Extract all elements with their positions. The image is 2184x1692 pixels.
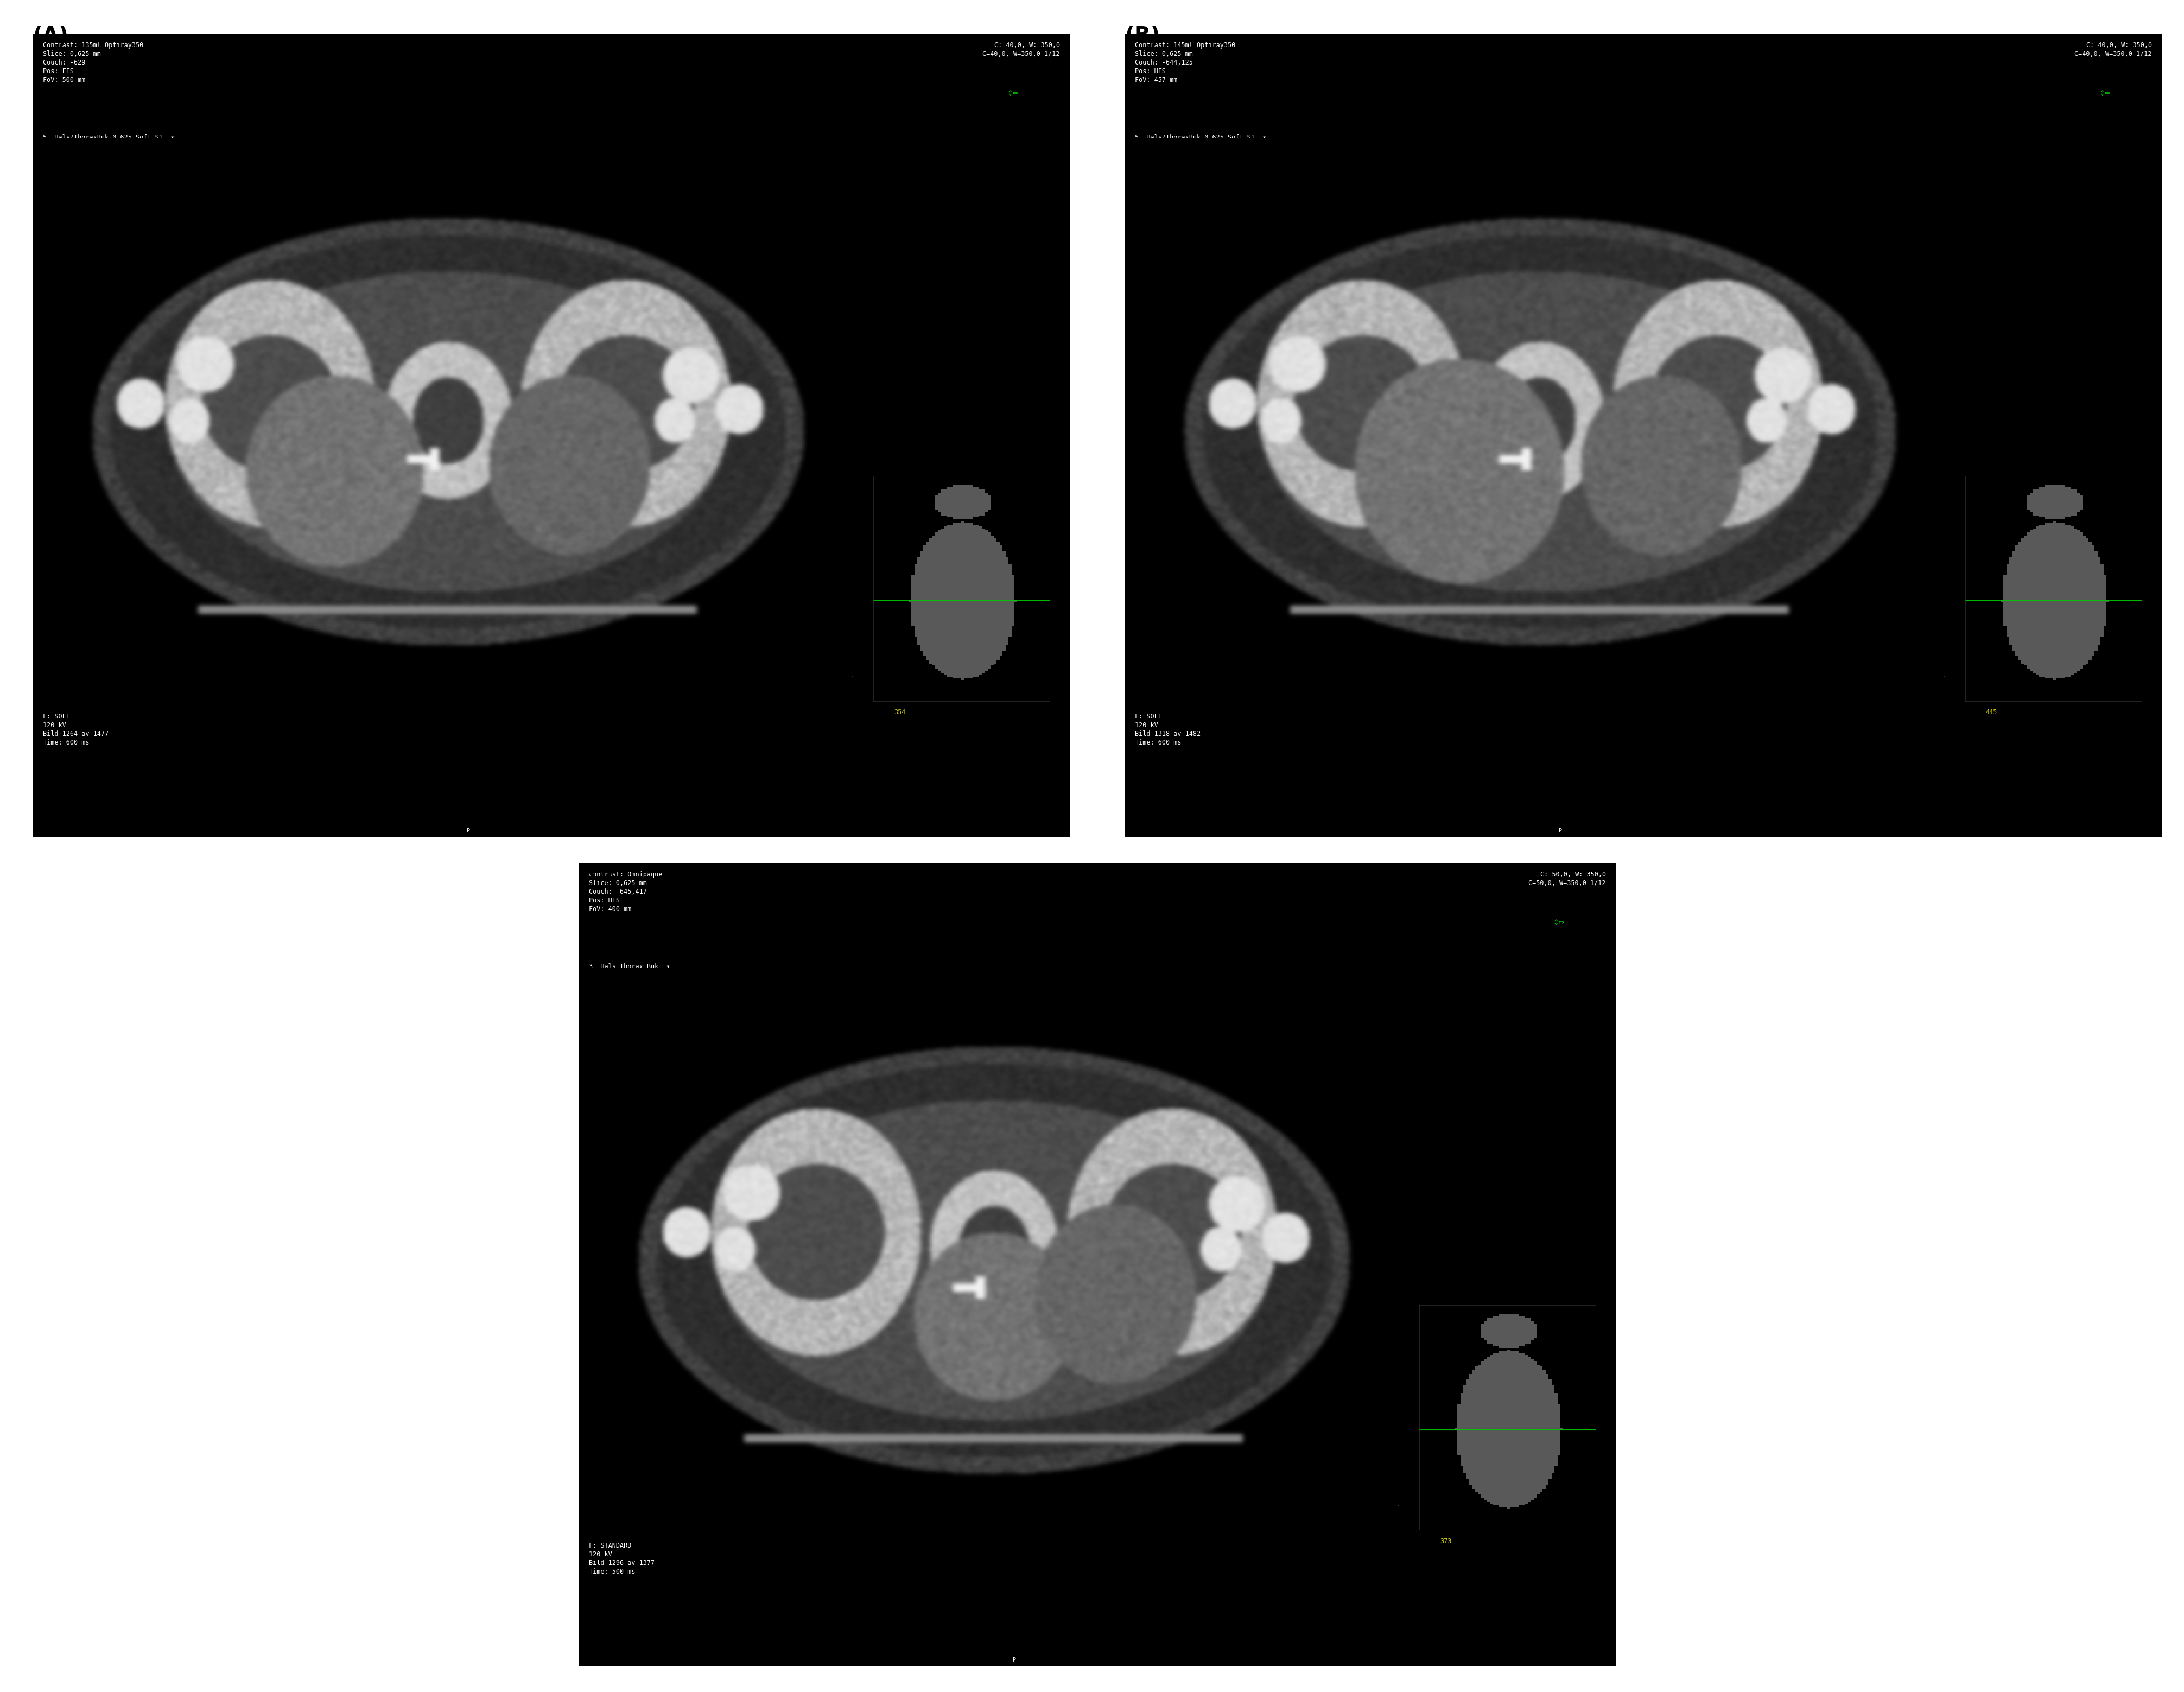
Text: (B): (B) xyxy=(1125,25,1160,46)
Text: ⇕⇔: ⇕⇔ xyxy=(2099,90,2110,96)
Text: (C): (C) xyxy=(579,863,614,883)
Text: 5. Hals/ThoraxBuk 0,625 Soft S1  ▾: 5. Hals/ThoraxBuk 0,625 Soft S1 ▾ xyxy=(1136,134,1267,142)
Text: P: P xyxy=(1559,827,1562,834)
Text: F: SOFT
120 kV
Bild 1318 av 1482
Time: 600 ms: F: SOFT 120 kV Bild 1318 av 1482 Time: 6… xyxy=(1136,712,1201,746)
Text: P: P xyxy=(467,827,470,834)
Text: ⇕⇔: ⇕⇔ xyxy=(1553,919,1564,926)
Text: Contrast: 145ml Optiray350
Slice: 0,625 mm
Couch: -644,125
Pos: HFS
FoV: 457 mm: Contrast: 145ml Optiray350 Slice: 0,625 … xyxy=(1136,42,1236,83)
Text: (A): (A) xyxy=(33,25,68,46)
Text: F: STANDARD
120 kV
Bild 1296 av 1377
Time: 500 ms: F: STANDARD 120 kV Bild 1296 av 1377 Tim… xyxy=(590,1541,655,1575)
Text: Contrast: Omnipaque
Slice: 0,625 mm
Couch: -645,417
Pos: HFS
FoV: 400 mm: Contrast: Omnipaque Slice: 0,625 mm Couc… xyxy=(590,871,662,912)
Text: F: SOFT
120 kV
Bild 1264 av 1477
Time: 600 ms: F: SOFT 120 kV Bild 1264 av 1477 Time: 6… xyxy=(44,712,109,746)
Text: L: L xyxy=(1382,1205,1389,1213)
Text: 445: 445 xyxy=(1985,709,1998,716)
Text: 3. Hals Thorax Buk  ▾: 3. Hals Thorax Buk ▾ xyxy=(590,963,670,971)
Text: L: L xyxy=(836,376,841,384)
Text: C: 40,0, W: 350,0
C=40,0, W=350,0 1/12: C: 40,0, W: 350,0 C=40,0, W=350,0 1/12 xyxy=(983,42,1059,58)
Text: 373: 373 xyxy=(1439,1538,1452,1545)
Text: L: L xyxy=(1928,376,1933,384)
Text: P: P xyxy=(1013,1656,1016,1663)
Text: Contrast: 135ml Optiray350
Slice: 0,625 mm
Couch: -629
Pos: FFS
FoV: 500 mm: Contrast: 135ml Optiray350 Slice: 0,625 … xyxy=(44,42,144,83)
Text: C: 50,0, W: 350,0
C=50,0, W=350,0 1/12: C: 50,0, W: 350,0 C=50,0, W=350,0 1/12 xyxy=(1529,871,1605,887)
Text: ⇕⇔: ⇕⇔ xyxy=(1007,90,1018,96)
Text: 354: 354 xyxy=(893,709,906,716)
Text: 5. Hals/ThoraxBuk 0,625 Soft S1  ▾: 5. Hals/ThoraxBuk 0,625 Soft S1 ▾ xyxy=(44,134,175,142)
Text: C: 40,0, W: 350,0
C=40,0, W=350,0 1/12: C: 40,0, W: 350,0 C=40,0, W=350,0 1/12 xyxy=(2075,42,2151,58)
